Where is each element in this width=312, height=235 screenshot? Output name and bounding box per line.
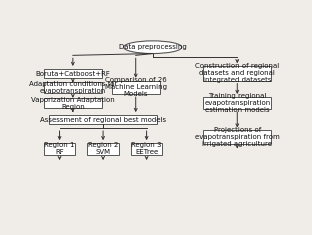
FancyBboxPatch shape: [44, 82, 102, 93]
Text: Data preprocessing: Data preprocessing: [119, 44, 187, 50]
Text: Region 3
EETree: Region 3 EETree: [131, 142, 162, 156]
FancyBboxPatch shape: [49, 115, 158, 125]
FancyBboxPatch shape: [44, 143, 75, 155]
Text: Adaptation conditions for
evapotranspiration: Adaptation conditions for evapotranspira…: [29, 81, 117, 94]
FancyBboxPatch shape: [131, 143, 162, 155]
Text: Comparison of 26
Machine Learning
Models: Comparison of 26 Machine Learning Models: [105, 78, 167, 98]
FancyBboxPatch shape: [203, 130, 271, 144]
FancyBboxPatch shape: [87, 143, 119, 155]
Text: Boruta+Catboost+RF: Boruta+Catboost+RF: [36, 71, 110, 77]
FancyBboxPatch shape: [203, 97, 271, 109]
Text: Training regional
evapotranspiration
estimation models: Training regional evapotranspiration est…: [204, 93, 271, 113]
FancyBboxPatch shape: [203, 66, 271, 81]
Text: Region 1
RF: Region 1 RF: [44, 142, 75, 156]
Text: Construction of regional
datasets and regional
integrated datasets: Construction of regional datasets and re…: [195, 63, 280, 83]
Text: Assessment of regional best models: Assessment of regional best models: [40, 117, 166, 123]
FancyBboxPatch shape: [112, 81, 160, 94]
Text: Projections of
evapotranspiration from
irrigated agriculture: Projections of evapotranspiration from i…: [195, 127, 280, 147]
Ellipse shape: [124, 41, 182, 54]
Text: Region 2
SVM: Region 2 SVM: [88, 142, 118, 156]
FancyBboxPatch shape: [44, 69, 102, 78]
Text: Vaporization Adaptation
Region: Vaporization Adaptation Region: [31, 97, 115, 110]
FancyBboxPatch shape: [44, 98, 102, 108]
